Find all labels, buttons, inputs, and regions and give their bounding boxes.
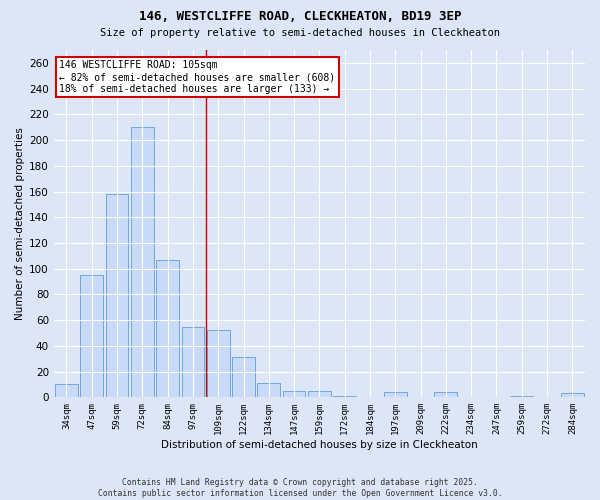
Bar: [80, 275, 103, 398]
Text: Size of property relative to semi-detached houses in Cleckheaton: Size of property relative to semi-detach…: [100, 28, 500, 38]
Bar: [156, 260, 179, 398]
Bar: [131, 127, 154, 398]
Bar: [561, 394, 584, 398]
Bar: [511, 396, 533, 398]
Bar: [283, 391, 305, 398]
Text: Contains HM Land Registry data © Crown copyright and database right 2025.
Contai: Contains HM Land Registry data © Crown c…: [98, 478, 502, 498]
Bar: [334, 396, 356, 398]
Bar: [434, 392, 457, 398]
Bar: [308, 391, 331, 398]
X-axis label: Distribution of semi-detached houses by size in Cleckheaton: Distribution of semi-detached houses by …: [161, 440, 478, 450]
Bar: [257, 383, 280, 398]
Bar: [182, 326, 204, 398]
Bar: [106, 194, 128, 398]
Text: 146, WESTCLIFFE ROAD, CLECKHEATON, BD19 3EP: 146, WESTCLIFFE ROAD, CLECKHEATON, BD19 …: [139, 10, 461, 23]
Bar: [207, 330, 230, 398]
Y-axis label: Number of semi-detached properties: Number of semi-detached properties: [15, 127, 25, 320]
Bar: [232, 358, 255, 398]
Bar: [55, 384, 78, 398]
Text: 146 WESTCLIFFE ROAD: 105sqm
← 82% of semi-detached houses are smaller (608)
18% : 146 WESTCLIFFE ROAD: 105sqm ← 82% of sem…: [59, 60, 335, 94]
Bar: [384, 392, 407, 398]
